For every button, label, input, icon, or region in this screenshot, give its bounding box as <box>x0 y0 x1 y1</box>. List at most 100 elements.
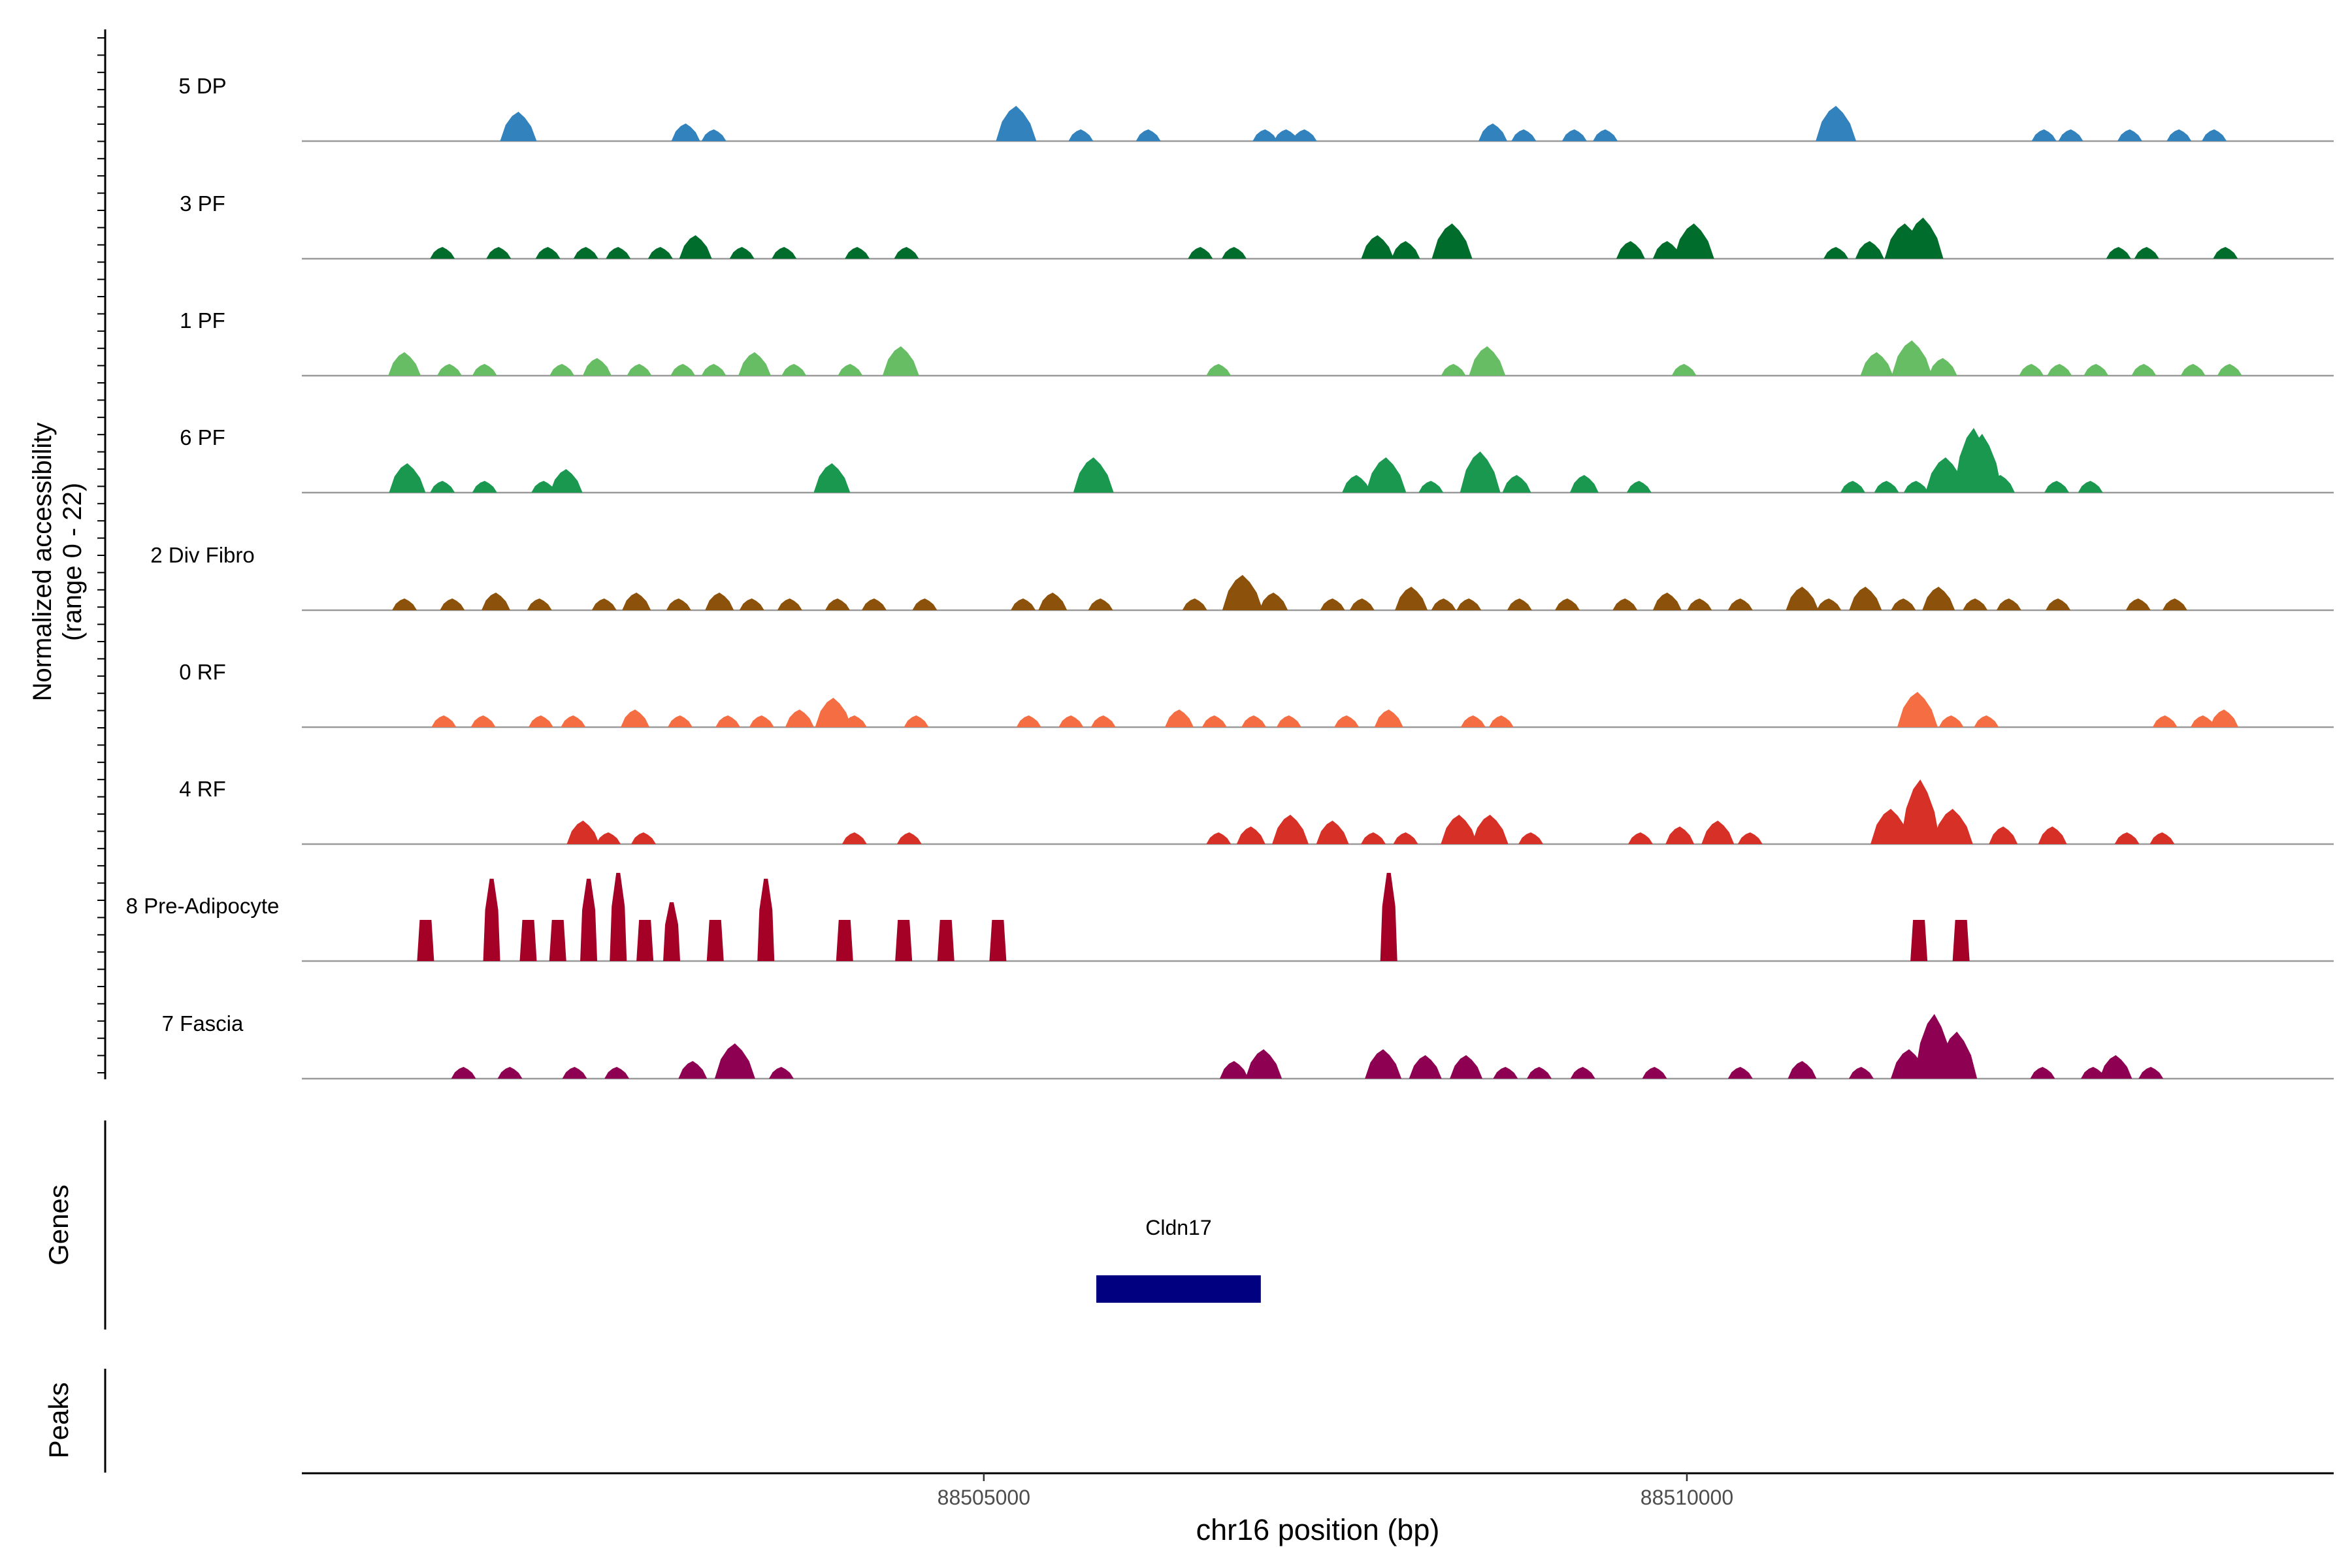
track-7-peak-16 <box>1952 920 1970 961</box>
track-6-peak-4 <box>896 832 922 844</box>
track-8-peak-0 <box>451 1067 476 1079</box>
track-2-peak-15 <box>1671 364 1697 376</box>
track-6-peak-11 <box>1441 815 1478 844</box>
track-4-peak-6 <box>666 598 691 610</box>
track-3-peak-12 <box>1569 475 1599 493</box>
track-8-peak-6 <box>768 1067 794 1079</box>
genes-panel-label: Genes <box>43 1184 74 1266</box>
track-4-peak-16 <box>1182 598 1207 610</box>
track-5: 0 RF <box>179 660 2334 728</box>
track-0-peak-8 <box>1292 129 1317 141</box>
track-label: 1 PF <box>180 308 225 333</box>
track-3-peak-22 <box>2078 481 2103 493</box>
track-0-peak-18 <box>2202 129 2227 141</box>
track-6-peak-9 <box>1361 832 1386 844</box>
track-1-peak-20 <box>1855 241 1884 259</box>
track-8-peak-3 <box>604 1067 630 1079</box>
gene-label-0: Cldn17 <box>1145 1216 1211 1239</box>
track-4-peak-5 <box>622 593 651 610</box>
track-0-peak-15 <box>2058 129 2083 141</box>
track-label: 0 RF <box>179 660 226 684</box>
track-6-peak-7 <box>1272 815 1309 844</box>
track-7-peak-6 <box>636 920 654 961</box>
track-3-peak-2 <box>472 481 497 493</box>
track-7-peak-10 <box>836 920 853 961</box>
track-3-peak-9 <box>1418 481 1444 493</box>
track-1-peak-6 <box>679 235 712 259</box>
track-2-peak-18 <box>1928 358 1957 376</box>
track-5-peak-16 <box>1201 715 1227 727</box>
track-label: 3 PF <box>180 191 225 216</box>
track-3-peak-19 <box>1961 434 2002 493</box>
track-7-peak-1 <box>483 879 500 961</box>
track-5-peak-7 <box>749 715 774 727</box>
track-5-peak-23 <box>1897 692 1938 727</box>
track-4-peak-31 <box>1816 598 1842 610</box>
track-5-peak-13 <box>1058 715 1084 727</box>
track-2-peak-7 <box>701 364 727 376</box>
track-7-peak-14 <box>1380 873 1397 961</box>
track-5-peak-9 <box>815 698 852 727</box>
track-4-peak-11 <box>861 598 887 610</box>
track-4-peak-33 <box>1891 598 1916 610</box>
track-4-peak-22 <box>1431 598 1456 610</box>
track-3-peak-10 <box>1460 451 1501 493</box>
track-1-peak-22 <box>1903 218 1944 259</box>
track-1-peak-10 <box>894 247 919 259</box>
track-4-peak-7 <box>705 593 734 610</box>
track-5-peak-5 <box>667 715 693 727</box>
track-4-peak-25 <box>1555 598 1580 610</box>
track-6-peak-3 <box>841 832 867 844</box>
track-4-peak-17 <box>1222 575 1263 610</box>
track-0-peak-3 <box>996 106 1037 141</box>
track-1-peak-16 <box>1616 241 1645 259</box>
x-axis-label: chr16 position (bp) <box>1196 1513 1440 1546</box>
track-3-peak-0 <box>389 463 426 493</box>
track-3-peak-6 <box>1073 457 1114 493</box>
track-8-peak-16 <box>1727 1067 1753 1079</box>
track-4-peak-37 <box>2046 598 2071 610</box>
track-7-peak-2 <box>519 920 537 961</box>
track-8: 7 Fascia <box>162 1011 2334 1080</box>
track-8-peak-25 <box>2138 1067 2164 1079</box>
track-6-peak-15 <box>1665 826 1695 844</box>
track-8-peak-24 <box>2099 1055 2132 1079</box>
track-2-peak-3 <box>549 364 575 376</box>
track-4-peak-0 <box>392 598 417 610</box>
track-0-peak-12 <box>1593 129 1618 141</box>
track-5-peak-26 <box>2152 715 2178 727</box>
track-8-peak-21 <box>1936 1032 1978 1079</box>
track-8-peak-11 <box>1450 1055 1483 1079</box>
coverage-tracks: 5 DP 3 PF 1 PF 6 PF 2 Div Fibro 0 RF 4 RF 8 Pre… <box>126 74 2334 1080</box>
track-2-peak-9 <box>781 364 807 376</box>
y-axis-ticks <box>97 37 105 1073</box>
track-8-peak-12 <box>1493 1067 1518 1079</box>
track-6: 4 RF <box>179 777 2334 845</box>
track-5-peak-27 <box>2190 715 2215 727</box>
track-0-peak-2 <box>701 129 727 141</box>
track-4-peak-1 <box>440 598 465 610</box>
track-7-peak-4 <box>580 879 598 961</box>
track-6-peak-17 <box>1737 832 1763 844</box>
track-4-peak-32 <box>1849 587 1882 610</box>
track-5-peak-6 <box>715 715 741 727</box>
track-7-peak-9 <box>757 879 775 961</box>
track-4-peak-14 <box>1038 593 1068 610</box>
track-4-peak-4 <box>591 598 617 610</box>
y-axis-range-label: (range 0 - 22) <box>58 483 87 641</box>
track-6-peak-6 <box>1236 826 1266 844</box>
track-4-peak-27 <box>1652 593 1682 610</box>
track-7-peak-13 <box>989 920 1007 961</box>
track-1-peak-18 <box>1673 223 1714 259</box>
track-4-peak-35 <box>1963 598 1988 610</box>
track-2-peak-23 <box>2180 364 2206 376</box>
track-6-peak-19 <box>1900 779 1941 844</box>
track-6-peak-0 <box>566 821 600 844</box>
track-1-peak-8 <box>772 247 797 259</box>
peaks-panel-label: Peaks <box>43 1382 74 1459</box>
track-3-peak-13 <box>1626 481 1652 493</box>
track-0-peak-0 <box>500 112 537 141</box>
track-5-peak-8 <box>785 710 814 727</box>
track-5-peak-0 <box>431 715 457 727</box>
